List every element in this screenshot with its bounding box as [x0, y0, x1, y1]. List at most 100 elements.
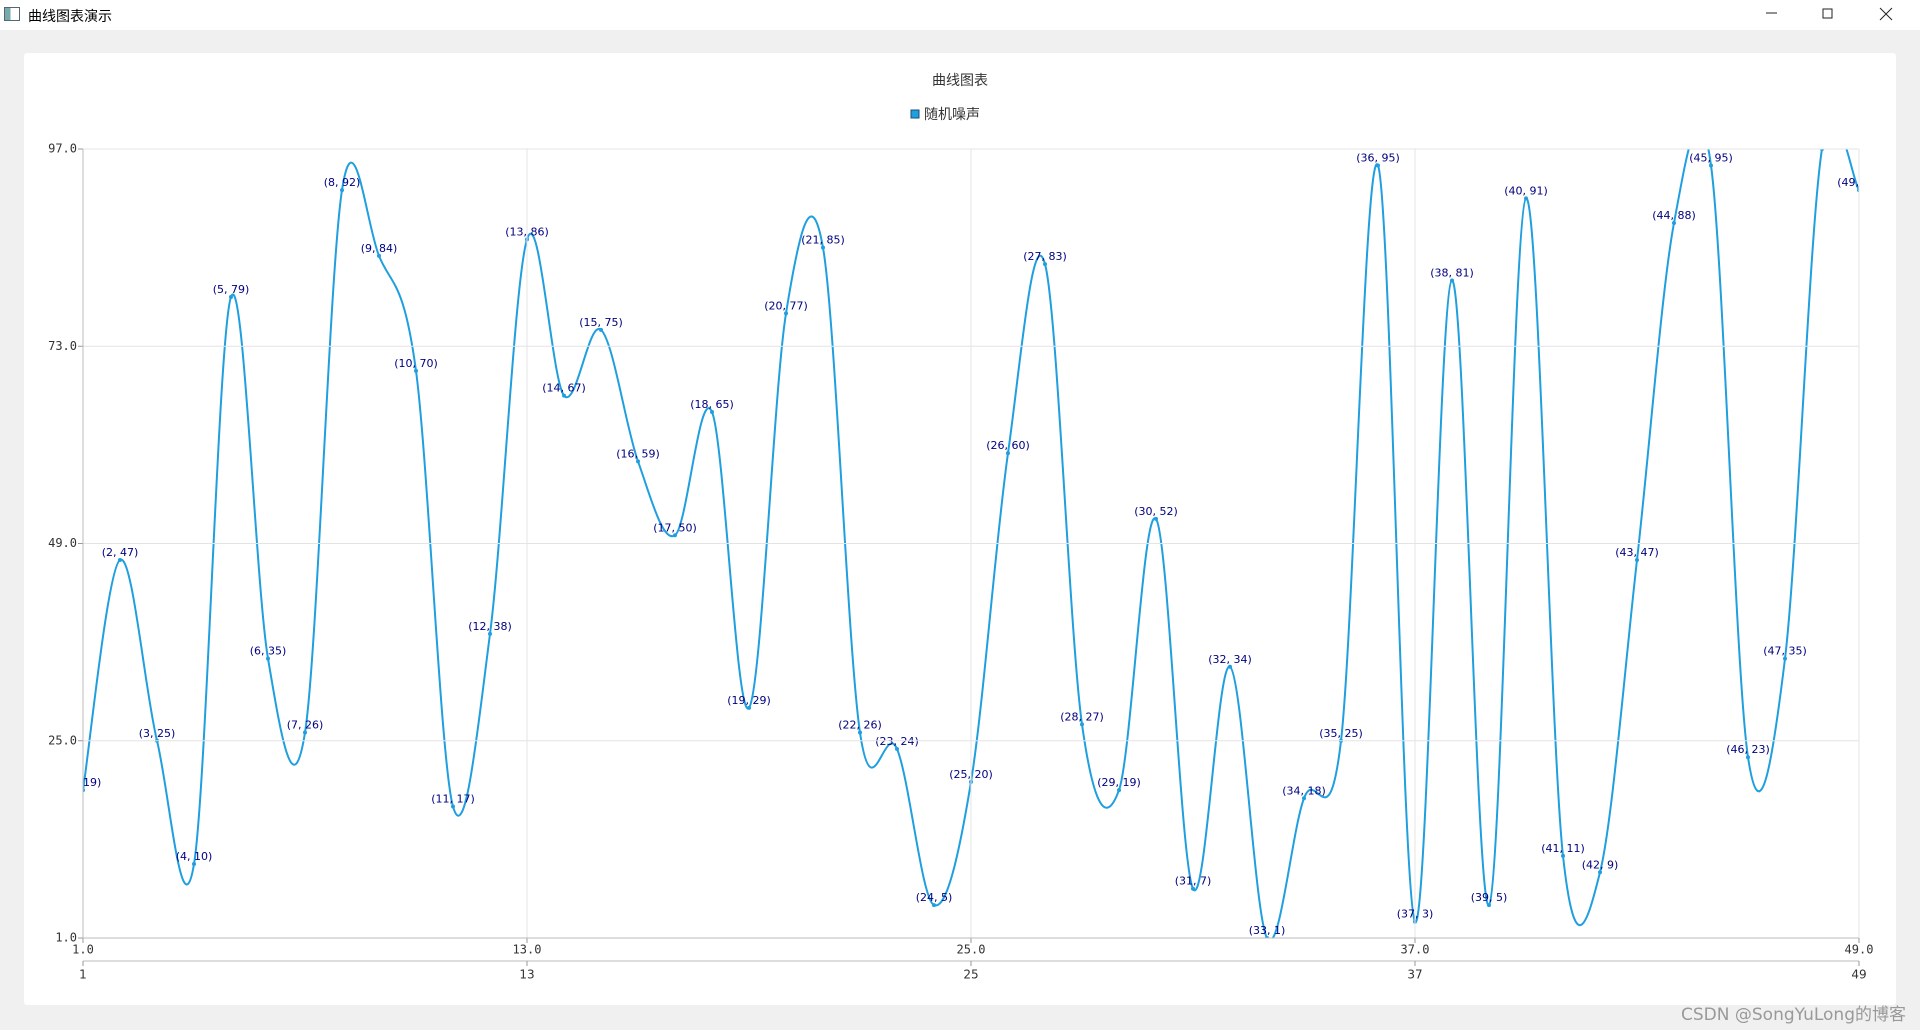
data-label: (32, 34) — [1208, 653, 1252, 666]
x-tick-label: 37.0 — [1401, 943, 1430, 957]
point — [1376, 163, 1380, 168]
point — [1635, 557, 1639, 562]
data-label: (15, 75) — [579, 316, 623, 329]
data-label: (40, 91) — [1504, 184, 1548, 197]
data-label: (43, 47) — [1615, 546, 1659, 559]
point — [266, 656, 270, 661]
window-title: 曲线图表演示 — [28, 9, 112, 25]
point — [1709, 163, 1713, 168]
point — [1487, 903, 1491, 908]
point — [1043, 262, 1047, 267]
x-tick-label: 25.0 — [957, 943, 986, 957]
data-label: (23, 24) — [875, 735, 919, 748]
point — [1783, 656, 1787, 661]
point — [1746, 755, 1750, 760]
data-label: (30, 52) — [1134, 505, 1178, 518]
y-tick-label: 73.0 — [48, 339, 77, 353]
data-label: (19, 29) — [727, 694, 771, 707]
data-label: (29, 19) — [1097, 776, 1141, 789]
point — [710, 410, 714, 414]
point — [340, 188, 344, 193]
data-label: (16, 59) — [616, 447, 660, 460]
data-label: (47, 35) — [1763, 645, 1807, 658]
point — [858, 730, 862, 735]
data-label: (4, 10) — [176, 850, 213, 863]
point — [562, 393, 566, 398]
point — [1598, 870, 1602, 875]
data-label: (17, 50) — [653, 521, 697, 534]
y-tick-label: 49.0 — [48, 536, 77, 550]
data-label: (33, 1) — [1249, 924, 1286, 937]
title-bar: 曲线图表演示 — [0, 0, 1920, 30]
data-label: (36, 95) — [1356, 151, 1400, 164]
y-tick-label: 1.0 — [55, 931, 77, 945]
data-label: (34, 18) — [1282, 784, 1326, 797]
data-label: (28, 27) — [1060, 710, 1104, 723]
point — [451, 804, 455, 809]
data-label: (18, 65) — [690, 398, 734, 411]
point — [1006, 451, 1010, 456]
close[interactable] — [1879, 7, 1893, 21]
data-label: (12, 38) — [468, 620, 512, 633]
point — [599, 327, 603, 332]
data-label: (14, 67) — [542, 382, 586, 395]
data-label: (24, 5) — [916, 891, 953, 904]
data-label: (3, 25) — [139, 727, 176, 740]
x2-tick-label: 49 — [1851, 968, 1866, 982]
point — [1228, 664, 1232, 669]
data-label: (35, 25) — [1319, 727, 1363, 740]
data-label: (6, 35) — [250, 645, 287, 658]
data-label: (21, 85) — [801, 234, 845, 247]
point — [377, 253, 381, 258]
point — [303, 730, 307, 735]
data-label: (27, 83) — [1023, 250, 1067, 263]
point — [1154, 516, 1158, 521]
point — [229, 294, 233, 299]
data-label: (26, 60) — [986, 439, 1030, 452]
x2-tick-label: 37 — [1407, 968, 1422, 982]
point — [1672, 220, 1676, 225]
restore[interactable] — [1822, 8, 1833, 19]
chart-title: 曲线图表 — [932, 73, 988, 89]
plot-area: (1, 19) (2, 47) (3, 25) (4, 10) (5, 79) (6, 3… — [65, 149, 1859, 938]
data-label: (10, 70) — [394, 357, 438, 370]
data-label: (9, 84) — [361, 242, 398, 255]
data-label: (1, 19) — [65, 776, 102, 789]
data-label: (22, 26) — [838, 719, 882, 732]
x-tick-label: 13.0 — [513, 943, 542, 957]
point — [118, 557, 122, 562]
point — [488, 631, 492, 636]
data-label: (46, 23) — [1726, 743, 1770, 756]
point — [932, 903, 936, 908]
point — [1561, 853, 1565, 858]
data-label: (38, 81) — [1430, 267, 1474, 280]
data-label: (45, 95) — [1689, 151, 1733, 164]
data-label: (5, 79) — [213, 283, 250, 296]
data-label: (11, 17) — [431, 793, 475, 806]
point — [636, 459, 640, 464]
point — [1302, 796, 1306, 801]
data-label: (7, 26) — [287, 719, 324, 732]
point — [1080, 722, 1084, 727]
y-tick-label: 25.0 — [48, 733, 77, 747]
point — [1450, 278, 1454, 283]
point — [673, 533, 677, 538]
x2-tick-label: 13 — [519, 968, 534, 982]
x-tick-label: 49.0 — [1845, 943, 1874, 957]
app-icon — [4, 7, 20, 21]
point — [747, 705, 751, 710]
data-label: (39, 5) — [1471, 891, 1508, 904]
data-label: (20, 77) — [764, 299, 808, 312]
x2-tick-label: 25 — [963, 968, 978, 982]
point — [821, 245, 825, 250]
watermark: CSDN @SongYuLong的博客 — [1681, 1005, 1906, 1025]
data-label: (44, 88) — [1652, 209, 1696, 222]
data-label: (31, 7) — [1175, 875, 1212, 888]
point — [192, 862, 196, 867]
point — [895, 746, 899, 751]
x-tick-label: 1.0 — [72, 943, 94, 957]
y-tick-label: 97.0 — [48, 142, 77, 156]
point — [1524, 196, 1528, 201]
